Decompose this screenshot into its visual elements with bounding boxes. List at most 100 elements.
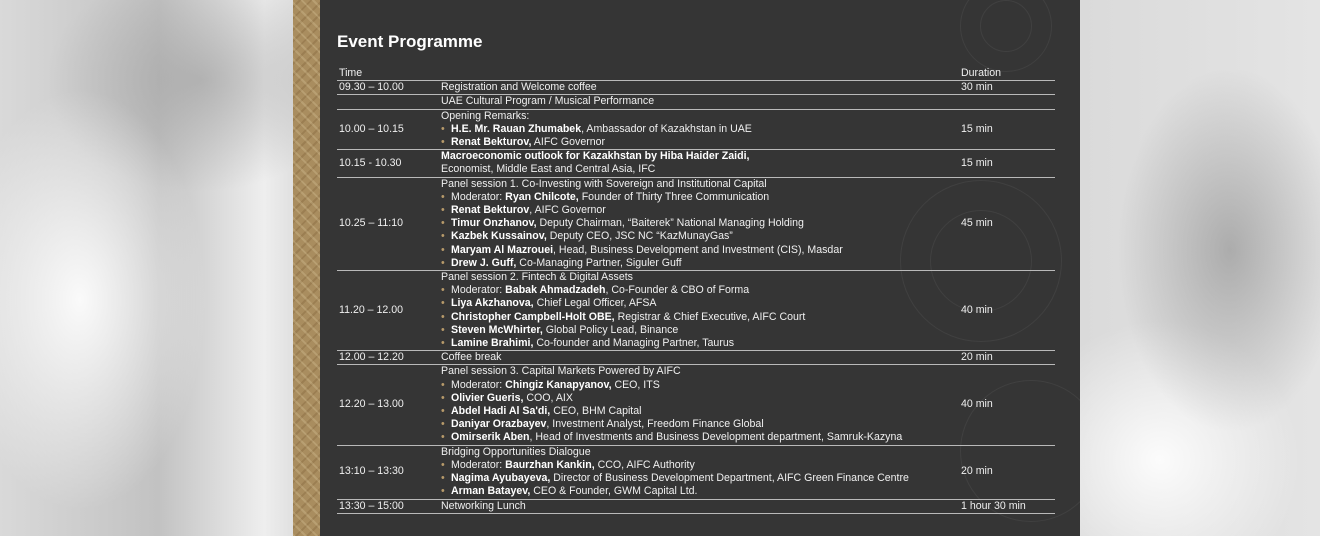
time-cell: 10.25 – 11:10 [337, 177, 439, 272]
line-text: Bridging Opportunities Dialogue [441, 445, 591, 458]
speaker-name: Babak Ahmadzadeh [505, 284, 606, 297]
line-prefix: Moderator: [451, 378, 506, 391]
session-line: Opening Remarks: [441, 110, 955, 123]
line-text: Deputy Chairman, “Baiterek” National Man… [536, 217, 804, 230]
line-text: CEO, BHM Capital [550, 405, 642, 418]
line-text: CEO & Founder, GWM Capital Ltd. [530, 485, 698, 498]
speaker-item: • Liya Akzhanova, Chief Legal Officer, AF… [441, 297, 955, 310]
line-text: COO, AIX [523, 391, 573, 404]
line-text: Coffee break [441, 351, 502, 364]
duration-cell: 40 min [957, 270, 1055, 352]
session-line: Registration and Welcome coffee [441, 81, 955, 94]
duration-cell: 20 min [957, 445, 1055, 500]
session-line: Coffee break [441, 351, 955, 364]
line-text: , Investment Analyst, Freedom Finance Gl… [546, 418, 764, 431]
speaker-name: Liya Akzhanova, [451, 297, 534, 310]
table-row: UAE Cultural Program / Musical Performan… [337, 94, 1055, 110]
line-text: Panel session 3. Capital Markets Powered… [441, 365, 681, 378]
speaker-name: Renat Bekturov, [451, 136, 532, 149]
line-text: , Head, Business Development and Investm… [553, 243, 843, 256]
line-text: AIFC Governor [531, 136, 606, 149]
session-cell: Panel session 1. Co-Investing with Sover… [439, 177, 957, 272]
session-line: Panel session 3. Capital Markets Powered… [441, 365, 955, 378]
session-cell: Bridging Opportunities Dialogue • Moderato… [439, 445, 957, 500]
speaker-item: • Arman Batayev, CEO & Founder, GWM Capit… [441, 485, 955, 498]
line-text: , Co-Founder & CBO of Forma [605, 284, 750, 297]
speaker-name: Renat Bekturov [451, 204, 530, 217]
speaker-name: Baurzhan Kankin, [505, 458, 595, 471]
speaker-name: Macroeconomic outlook for Kazakhstan by … [441, 150, 750, 163]
session-cell: Opening Remarks: • H.E. Mr. Rauan Zhumabek… [439, 109, 957, 151]
time-cell: 13:10 – 13:30 [337, 445, 439, 500]
line-prefix: Moderator: [451, 284, 506, 297]
speaker-name: Maryam Al Mazrouei [451, 243, 554, 256]
decorative-swirl [980, 0, 1032, 52]
bullet-icon: • [441, 391, 445, 404]
bullet-icon: • [441, 204, 445, 217]
programme-panel: Event Programme Time Duration 09.30 – 10… [320, 0, 1080, 536]
duration-cell: 1 hour 30 min [957, 499, 1055, 514]
speaker-name: Lamine Brahimi, [451, 337, 534, 350]
speaker-item: • Moderator: Baurzhan Kankin, CCO, AIFC A… [441, 459, 955, 472]
speaker-name: Chingiz Kanapyanov, [505, 378, 612, 391]
line-text: Opening Remarks: [441, 109, 530, 122]
line-text: CEO, ITS [611, 378, 660, 391]
time-cell: 09.30 – 10.00 [337, 80, 439, 96]
duration-cell [957, 94, 1055, 110]
speaker-item: • H.E. Mr. Rauan Zhumabek, Ambassador of … [441, 123, 955, 136]
session-cell: Panel session 2. Fintech & Digital Asset… [439, 270, 957, 352]
speaker-name: Abdel Hadi Al Sa'di, [451, 405, 551, 418]
duration-cell: 30 min [957, 80, 1055, 96]
speaker-name: Daniyar Orazbayev [451, 418, 547, 431]
line-text: , Ambassador of Kazakhstan in UAE [581, 122, 752, 135]
table-row: 13:10 – 13:30 Bridging Opportunities Dial… [337, 445, 1055, 500]
line-text: Co-Managing Partner, Siguler Guff [516, 256, 682, 269]
bullet-icon: • [441, 297, 445, 310]
bullet-icon: • [441, 418, 445, 431]
bullet-icon: • [441, 310, 445, 323]
line-text: Registrar & Chief Executive, AIFC Court [614, 310, 806, 323]
bullet-icon: • [441, 256, 445, 269]
speaker-item: • Renat Bekturov, AIFC Governor [441, 136, 955, 149]
time-cell: 11.20 – 12.00 [337, 270, 439, 352]
bullet-icon: • [441, 458, 445, 471]
line-text: Panel session 1. Co-Investing with Sover… [441, 177, 767, 190]
time-cell: 12.20 – 13.00 [337, 364, 439, 446]
speaker-name: Christopher Campbell-Holt OBE, [451, 310, 615, 323]
duration-cell: 15 min [957, 149, 1055, 178]
line-text: Panel session 2. Fintech & Digital Asset… [441, 271, 633, 284]
session-line: UAE Cultural Program / Musical Performan… [441, 95, 955, 108]
line-text: Founder of Thirty Three Communication [578, 190, 770, 203]
table-row: 12.20 – 13.00 Panel session 3. Capital Ma… [337, 364, 1055, 446]
line-text: , Head of Investments and Business Devel… [529, 431, 903, 444]
header-session [439, 67, 957, 82]
speaker-item: • Renat Bekturov, AIFC Governor [441, 204, 955, 217]
speaker-name: Nagima Ayubayeva, [451, 472, 551, 485]
session-cell: Registration and Welcome coffee [439, 80, 957, 96]
line-text: Economist, Middle East and Central Asia,… [441, 163, 656, 176]
duration-cell: 45 min [957, 177, 1055, 272]
line-prefix: Moderator: [451, 190, 506, 203]
speaker-item: • Moderator: Ryan Chilcote, Founder of Th… [441, 191, 955, 204]
table-row: 10.00 – 10.15 Opening Remarks: • H.E. Mr. R… [337, 109, 1055, 151]
speaker-name: Omirserik Aben [451, 431, 530, 444]
table-header-row: Time Duration [337, 67, 1055, 82]
speaker-name: H.E. Mr. Rauan Zhumabek [451, 122, 582, 135]
session-cell: UAE Cultural Program / Musical Performan… [439, 94, 957, 110]
session-line: Networking Lunch [441, 500, 955, 513]
speaker-item: • Drew J. Guff, Co-Managing Partner, Sigu… [441, 257, 955, 270]
speaker-item: • Omirserik Aben, Head of Investments and… [441, 431, 955, 444]
speaker-item: • Christopher Campbell-Holt OBE, Registra… [441, 311, 955, 324]
bullet-icon: • [441, 190, 445, 203]
session-cell: Panel session 3. Capital Markets Powered… [439, 364, 957, 446]
header-duration: Duration [957, 67, 1055, 82]
speaker-item: • Kazbek Kussainov, Deputy CEO, JSC NC “K… [441, 230, 955, 243]
line-text: , AIFC Governor [529, 204, 606, 217]
header-time: Time [337, 67, 439, 82]
line-text: CCO, AIFC Authority [594, 458, 695, 471]
session-line: Panel session 1. Co-Investing with Sover… [441, 178, 955, 191]
table-row: 10.25 – 11:10 Panel session 1. Co-Investi… [337, 177, 1055, 272]
line-text: Deputy CEO, JSC NC “KazMunayGas” [546, 230, 733, 243]
bullet-icon: • [441, 230, 445, 243]
time-cell: 12.00 – 12.20 [337, 350, 439, 366]
